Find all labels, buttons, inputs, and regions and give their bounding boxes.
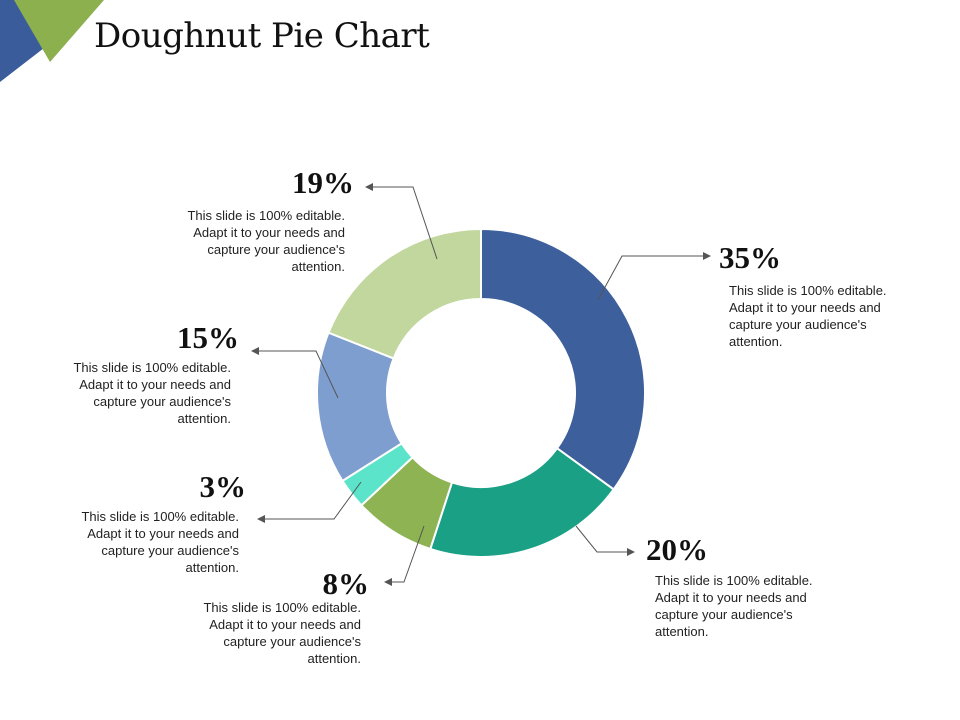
percent-label: 19% — [292, 165, 354, 200]
callout-labels: 35% This slide is 100% editable. Adapt it … — [73, 165, 886, 666]
callout-connector — [257, 481, 362, 523]
callout-description: This slide is 100% editable. Adapt it to … — [729, 283, 887, 349]
callout-connector — [575, 525, 635, 556]
description-line: Adapt it to your needs and — [193, 225, 345, 240]
description-line: capture your audience's — [223, 634, 361, 649]
description-line: This slide is 100% editable. — [729, 283, 887, 298]
doughnut-slices — [316, 227, 646, 558]
percent-label: 35% — [719, 240, 781, 275]
description-line: Adapt it to your needs and — [79, 377, 231, 392]
description-line: This slide is 100% editable. — [655, 573, 813, 588]
description-line: attention. — [178, 411, 232, 426]
callout-description: This slide is 100% editable. Adapt it to … — [73, 360, 231, 426]
percent-label: 20% — [646, 532, 708, 567]
percent-label: 3% — [200, 469, 247, 504]
callout-description: This slide is 100% editable. Adapt it to … — [203, 600, 361, 666]
description-line: Adapt it to your needs and — [209, 617, 361, 632]
description-line: attention. — [186, 560, 240, 575]
description-line: capture your audience's — [101, 543, 239, 558]
callout-description: This slide is 100% editable. Adapt it to … — [187, 208, 345, 274]
callout-connectors — [251, 183, 711, 586]
callout-connector — [365, 183, 438, 260]
percent-label: 8% — [323, 566, 370, 601]
callout-connector — [251, 347, 339, 399]
description-line: attention. — [729, 334, 783, 349]
description-line: This slide is 100% editable. — [81, 509, 239, 524]
description-line: Adapt it to your needs and — [729, 300, 881, 315]
description-line: This slide is 100% editable. — [187, 208, 345, 223]
description-line: This slide is 100% editable. — [203, 600, 361, 615]
description-line: capture your audience's — [93, 394, 231, 409]
description-line: capture your audience's — [655, 607, 793, 622]
description-line: attention. — [292, 259, 346, 274]
corner-green-triangle — [14, 0, 104, 62]
percent-label: 15% — [177, 320, 239, 355]
callout-description: This slide is 100% editable. Adapt it to … — [655, 573, 813, 639]
page-title: Doughnut Pie Chart — [94, 16, 430, 56]
description-line: attention. — [308, 651, 362, 666]
callout-description: This slide is 100% editable. Adapt it to … — [81, 509, 239, 575]
description-line: Adapt it to your needs and — [655, 590, 807, 605]
description-line: This slide is 100% editable. — [73, 360, 231, 375]
corner-decoration — [0, 0, 104, 82]
doughnut-slice-19pct — [327, 227, 482, 360]
description-line: capture your audience's — [207, 242, 345, 257]
description-line: Adapt it to your needs and — [87, 526, 239, 541]
callout-connector — [597, 252, 711, 301]
doughnut-slice-20pct — [429, 446, 616, 558]
description-line: capture your audience's — [729, 317, 867, 332]
callout-connector — [384, 525, 425, 586]
doughnut-slice-35pct — [480, 227, 646, 491]
description-line: attention. — [655, 624, 709, 639]
